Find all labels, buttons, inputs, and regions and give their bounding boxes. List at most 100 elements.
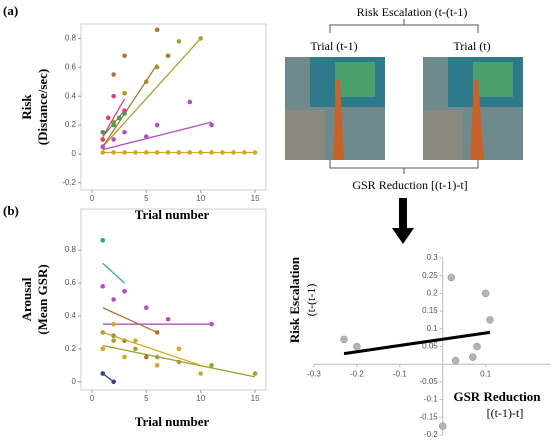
point [111,321,116,327]
point [100,346,106,352]
panel-label: (b) [3,203,19,218]
y-tick-label: 0.4 [65,91,77,100]
x-tick-label: 10 [196,194,205,203]
point [100,144,106,149]
diagram-right-label: Trial (t) [453,39,490,53]
point [143,305,149,311]
point [198,371,204,376]
y-tick-label: 0.2 [65,344,77,353]
point [469,353,477,361]
y-axis-label: (Mean GSR) [35,264,50,334]
y-tick-label: 0 [72,149,77,158]
x-tick-label: 5 [144,194,149,203]
y-tick-label: -0.05 [419,377,438,386]
point [176,346,182,352]
bracket [329,160,479,174]
y-tick-label: 0.3 [427,253,439,262]
point [154,363,160,368]
x-tick-label: 15 [251,394,260,403]
x-tick-label: 5 [144,394,149,403]
diagram-left-label: Trial (t-1) [310,39,357,53]
fit-line [102,98,126,137]
fit-line [102,110,126,138]
point [122,129,127,135]
point [111,72,116,77]
y-axis-label: Risk [19,94,34,120]
point [111,93,116,99]
point [111,338,116,343]
fit-line [102,307,158,334]
fit-line [102,373,115,383]
point [252,371,258,376]
y-tick-label: 0.8 [65,34,77,43]
point [143,354,149,360]
y-tick-label: 0.2 [65,120,77,129]
y-tick-label: 0.6 [65,278,77,287]
point [209,363,214,368]
y-tick-label: -0.1 [424,395,438,404]
photo [285,57,385,160]
y-tick-label: 0.8 [65,245,77,254]
x-tick-label: -0.2 [350,369,364,378]
point [209,122,214,128]
point [122,53,127,59]
x-tick-label: 15 [251,194,260,203]
fit-line [343,330,491,356]
fit-line [102,344,256,378]
point [481,289,490,298]
point [176,39,182,44]
fit-line [102,64,158,148]
point [340,335,348,344]
x-axis-label: Trial number [135,207,210,222]
y-tick-label: 0.1 [427,324,439,333]
y-axis-label: Risk Escalation [287,256,302,343]
panel-label: (a) [3,3,18,18]
y-tick-label: -0.2 [424,430,438,439]
point [447,273,456,282]
y-tick-label: 0.05 [422,342,438,351]
point [122,90,127,96]
arrow [392,198,414,244]
point [111,137,116,142]
y-tick-label: -0.2 [62,178,76,187]
x-tick-label: -0.1 [393,369,407,378]
y-tick-label: 0.6 [65,62,77,71]
point [451,356,460,365]
point [111,122,116,128]
point [133,338,138,343]
point [105,115,111,121]
point [100,237,106,243]
point [154,330,160,335]
point [438,422,447,430]
point [100,284,106,289]
y-tick-label: 0.2 [427,289,439,298]
x-axis-label: Trial number [135,414,210,429]
y-tick-label: 0.15 [422,306,438,315]
x-axis-label: GSR Reduction [453,389,541,404]
y-tick-label: 0.25 [422,271,438,280]
plot-frame [80,23,267,191]
diagram-top-label: Risk Escalation (t-(t-1) [357,5,468,19]
x-tick-label: 0 [90,394,95,403]
point [133,346,138,352]
y-axis-label: (t-(t-1) [304,284,318,317]
point [111,297,116,302]
diagram-bottom-label: GSR Reduction [(t-1)-t] [352,178,467,192]
point [122,354,127,360]
point [486,316,494,324]
y-axis-label: (Distance/sec) [35,69,50,146]
point [187,99,193,105]
point [100,137,106,142]
x-tick-label: -0.3 [307,369,321,378]
point [122,108,127,113]
plot-frame [80,208,267,391]
x-axis-label: [(t-1)-t] [487,406,524,420]
point [353,342,361,351]
bracket [329,19,479,33]
fit-line [102,121,212,151]
point [473,342,481,351]
x-tick-label: 10 [196,394,205,403]
y-tick-label: 0.4 [65,311,77,320]
point [122,288,127,294]
